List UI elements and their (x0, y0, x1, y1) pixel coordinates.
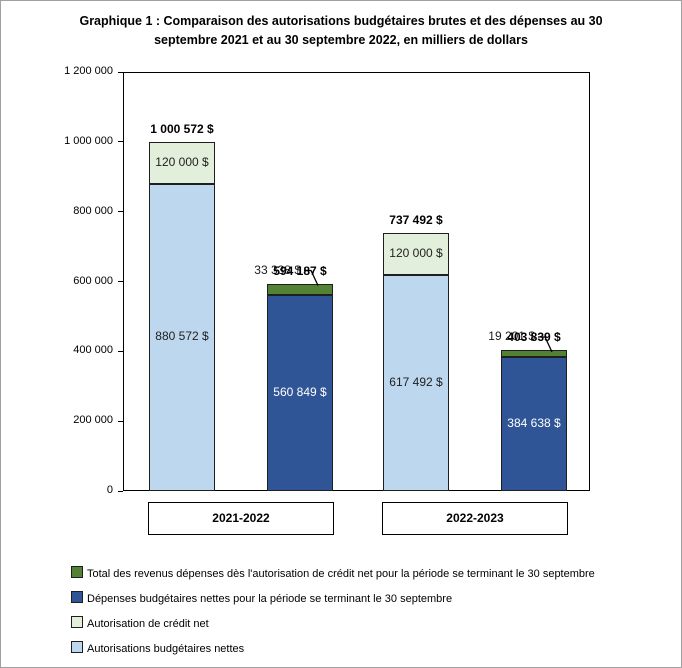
legend-swatch (71, 616, 83, 628)
legend-item: Autorisation de crédit net (71, 616, 209, 636)
y-axis-tick-mark (118, 211, 123, 213)
y-axis-tick-mark (118, 281, 123, 282)
y-axis-tick-label: 200 000 (73, 414, 113, 427)
bar-segment (501, 349, 567, 357)
legend-item: Autorisations budgétaires nettes (71, 641, 244, 661)
bar-segment (149, 141, 215, 184)
bar-total-label: 594 187 $ (273, 263, 327, 278)
segment-value-label: 880 572 $ (155, 329, 209, 344)
legend-swatch (71, 591, 83, 603)
bar-segment (383, 233, 449, 276)
y-axis-tick-label: 0 (106, 484, 113, 496)
chart-title: Graphique 1 : Comparaison des autorisati… (79, 14, 603, 47)
bar-segment (267, 283, 333, 296)
segment-value-label: 120 000 $ (155, 154, 209, 169)
bar-total-label: 737 492 $ (389, 213, 443, 228)
legend-item: Dépenses budgétaires nettes pour la péri… (71, 591, 452, 611)
legend-swatch (71, 641, 83, 653)
legend-label: Total des revenus dépenses dès l'autoris… (87, 568, 595, 580)
y-axis-tick-label: 800 000 (73, 204, 113, 217)
y-axis-tick-mark (118, 141, 123, 143)
legend-label: Autorisations budgétaires nettes (87, 643, 245, 655)
y-axis-tick-mark (118, 420, 123, 422)
segment-value-label: 560 849 $ (273, 385, 327, 400)
y-axis-tick-label: 1 000 000 (64, 134, 113, 147)
legend-label: Dépenses budgétaires nettes pour la péri… (87, 593, 453, 605)
callout-label: 33 338 $ (254, 262, 301, 277)
y-axis-tick-mark (118, 71, 123, 73)
category-box: 2022-2023 (382, 502, 568, 535)
category-box: 2021-2022 (148, 502, 334, 535)
y-axis-tick-mark (118, 350, 123, 352)
legend-label: Autorisation de crédit net (87, 618, 209, 630)
legend-swatch (71, 566, 83, 578)
segment-value-label: 617 492 $ (389, 375, 443, 390)
bar-total-label: 403 839 $ (507, 329, 561, 344)
segment-value-label: 120 000 $ (389, 246, 443, 261)
y-axis-tick-label: 400 000 (73, 344, 113, 357)
callout-label: 19 201 $ (488, 328, 535, 343)
legend-item: Total des revenus dépenses dès l'autoris… (71, 566, 595, 586)
bar-segment (149, 183, 215, 491)
y-axis-tick-mark (118, 490, 123, 492)
bar-segment (267, 295, 333, 491)
segment-value-label: 384 638 $ (507, 415, 561, 430)
bar-total-label: 1 000 572 $ (150, 121, 214, 136)
bar-segment (383, 275, 449, 491)
bar-segment (501, 356, 567, 491)
y-axis-tick-label: 600 000 (73, 274, 113, 287)
y-axis-tick-label: 1 200 000 (64, 65, 113, 77)
